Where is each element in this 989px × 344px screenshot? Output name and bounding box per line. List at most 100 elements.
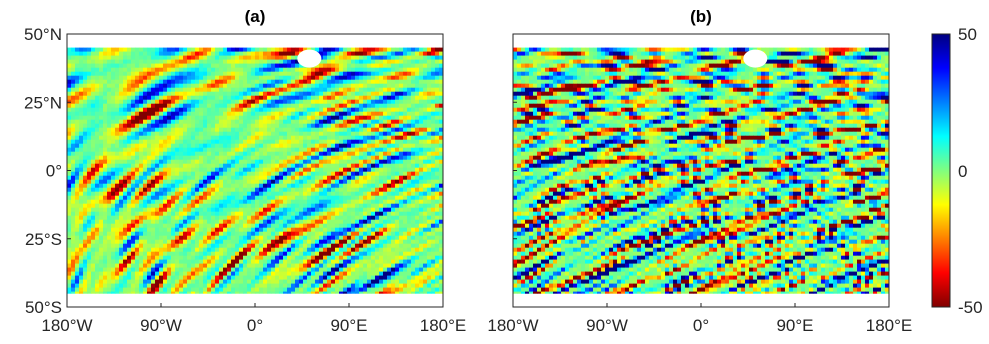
heat-cell [167, 83, 172, 89]
heat-cell [179, 179, 184, 185]
heat-cell [267, 51, 272, 56]
heat-cell [79, 51, 84, 56]
heat-cell [403, 103, 408, 109]
heat-cell [259, 79, 264, 85]
heat-cell [99, 91, 104, 97]
heat-cell [351, 163, 356, 169]
heat-cell [67, 123, 72, 129]
heat-cell [243, 223, 248, 229]
heat-cell [419, 135, 424, 141]
heat-cell [211, 231, 216, 237]
heat-cell [147, 67, 152, 73]
heat-cell [127, 67, 132, 73]
heat-cell [423, 195, 428, 201]
heat-cell [319, 139, 324, 145]
heat-cell [255, 143, 260, 149]
heat-cell [187, 127, 192, 133]
heat-cell [103, 123, 108, 129]
heat-cell [199, 127, 204, 133]
heat-cell [263, 183, 268, 189]
heat-cell [83, 191, 88, 197]
heat-cell [415, 87, 420, 93]
heat-cell [351, 135, 356, 141]
heat-cell [371, 255, 376, 261]
heat-cell [131, 139, 136, 145]
heat-cell [295, 171, 300, 177]
heat-cell [379, 99, 384, 105]
heat-cell [331, 223, 336, 229]
heat-cell [147, 203, 152, 209]
heat-cell [407, 107, 412, 113]
heat-cell [267, 235, 272, 241]
heat-cell [171, 71, 176, 77]
heat-cell [351, 239, 356, 245]
heat-cell [315, 83, 320, 89]
heat-cell [435, 63, 440, 68]
heat-cell [355, 239, 360, 245]
heat-cell [375, 139, 380, 145]
heat-cell [139, 159, 144, 165]
heat-cell [187, 99, 192, 105]
heat-cell [391, 95, 396, 101]
heat-cell [127, 183, 132, 189]
heat-cell [171, 255, 176, 261]
heat-cell [155, 91, 160, 97]
heat-cell [103, 183, 108, 189]
heat-cell [79, 119, 84, 125]
heat-cell [239, 55, 244, 60]
heat-cell [415, 223, 420, 229]
heat-cell [343, 183, 348, 189]
heat-cell [247, 67, 252, 73]
heat-cell [95, 87, 100, 93]
heat-cell [99, 207, 104, 213]
heat-cell [223, 211, 228, 217]
heat-cell [119, 107, 124, 113]
heat-cell [115, 187, 120, 193]
heat-cell [355, 143, 360, 149]
heat-cell [111, 235, 116, 241]
heat-cell [67, 187, 72, 193]
heat-cell [215, 67, 220, 73]
heat-cell [399, 247, 404, 253]
heat-cell [103, 255, 108, 261]
heat-cell [151, 87, 156, 93]
heat-cell [395, 171, 400, 177]
heat-cell [331, 235, 336, 241]
heat-cell [195, 127, 200, 133]
heat-cell [143, 147, 148, 153]
heat-cell [387, 143, 392, 149]
heat-cell [387, 219, 392, 225]
heat-cell [375, 235, 380, 241]
heat-cell [423, 107, 428, 113]
heat-cell [99, 219, 104, 225]
heat-cell [319, 127, 324, 133]
heat-cell [167, 203, 172, 209]
heat-cell [175, 175, 180, 181]
heat-cell [91, 191, 96, 197]
heat-cell [255, 87, 260, 93]
heat-cell [391, 231, 396, 237]
heat-cell [375, 87, 380, 93]
heat-cell [311, 155, 316, 161]
heat-cell [387, 255, 392, 261]
heat-cell [227, 175, 232, 181]
heat-cell [299, 227, 304, 233]
heat-cell [131, 59, 136, 64]
heat-cell [151, 71, 156, 77]
heat-cell [167, 179, 172, 185]
heat-cell [415, 251, 420, 257]
heat-cell [291, 47, 296, 52]
heat-cell [191, 91, 196, 97]
heat-cell [267, 151, 272, 157]
heat-cell [299, 131, 304, 137]
heat-cell [423, 191, 428, 197]
heat-cell [367, 183, 372, 189]
heat-cell [359, 123, 364, 129]
heat-cell [179, 119, 184, 125]
heat-cell [131, 143, 136, 149]
heat-cell [211, 223, 216, 229]
heat-cell [83, 223, 88, 229]
heat-cell [87, 199, 92, 205]
heat-cell [187, 223, 192, 229]
heat-cell [123, 199, 128, 205]
